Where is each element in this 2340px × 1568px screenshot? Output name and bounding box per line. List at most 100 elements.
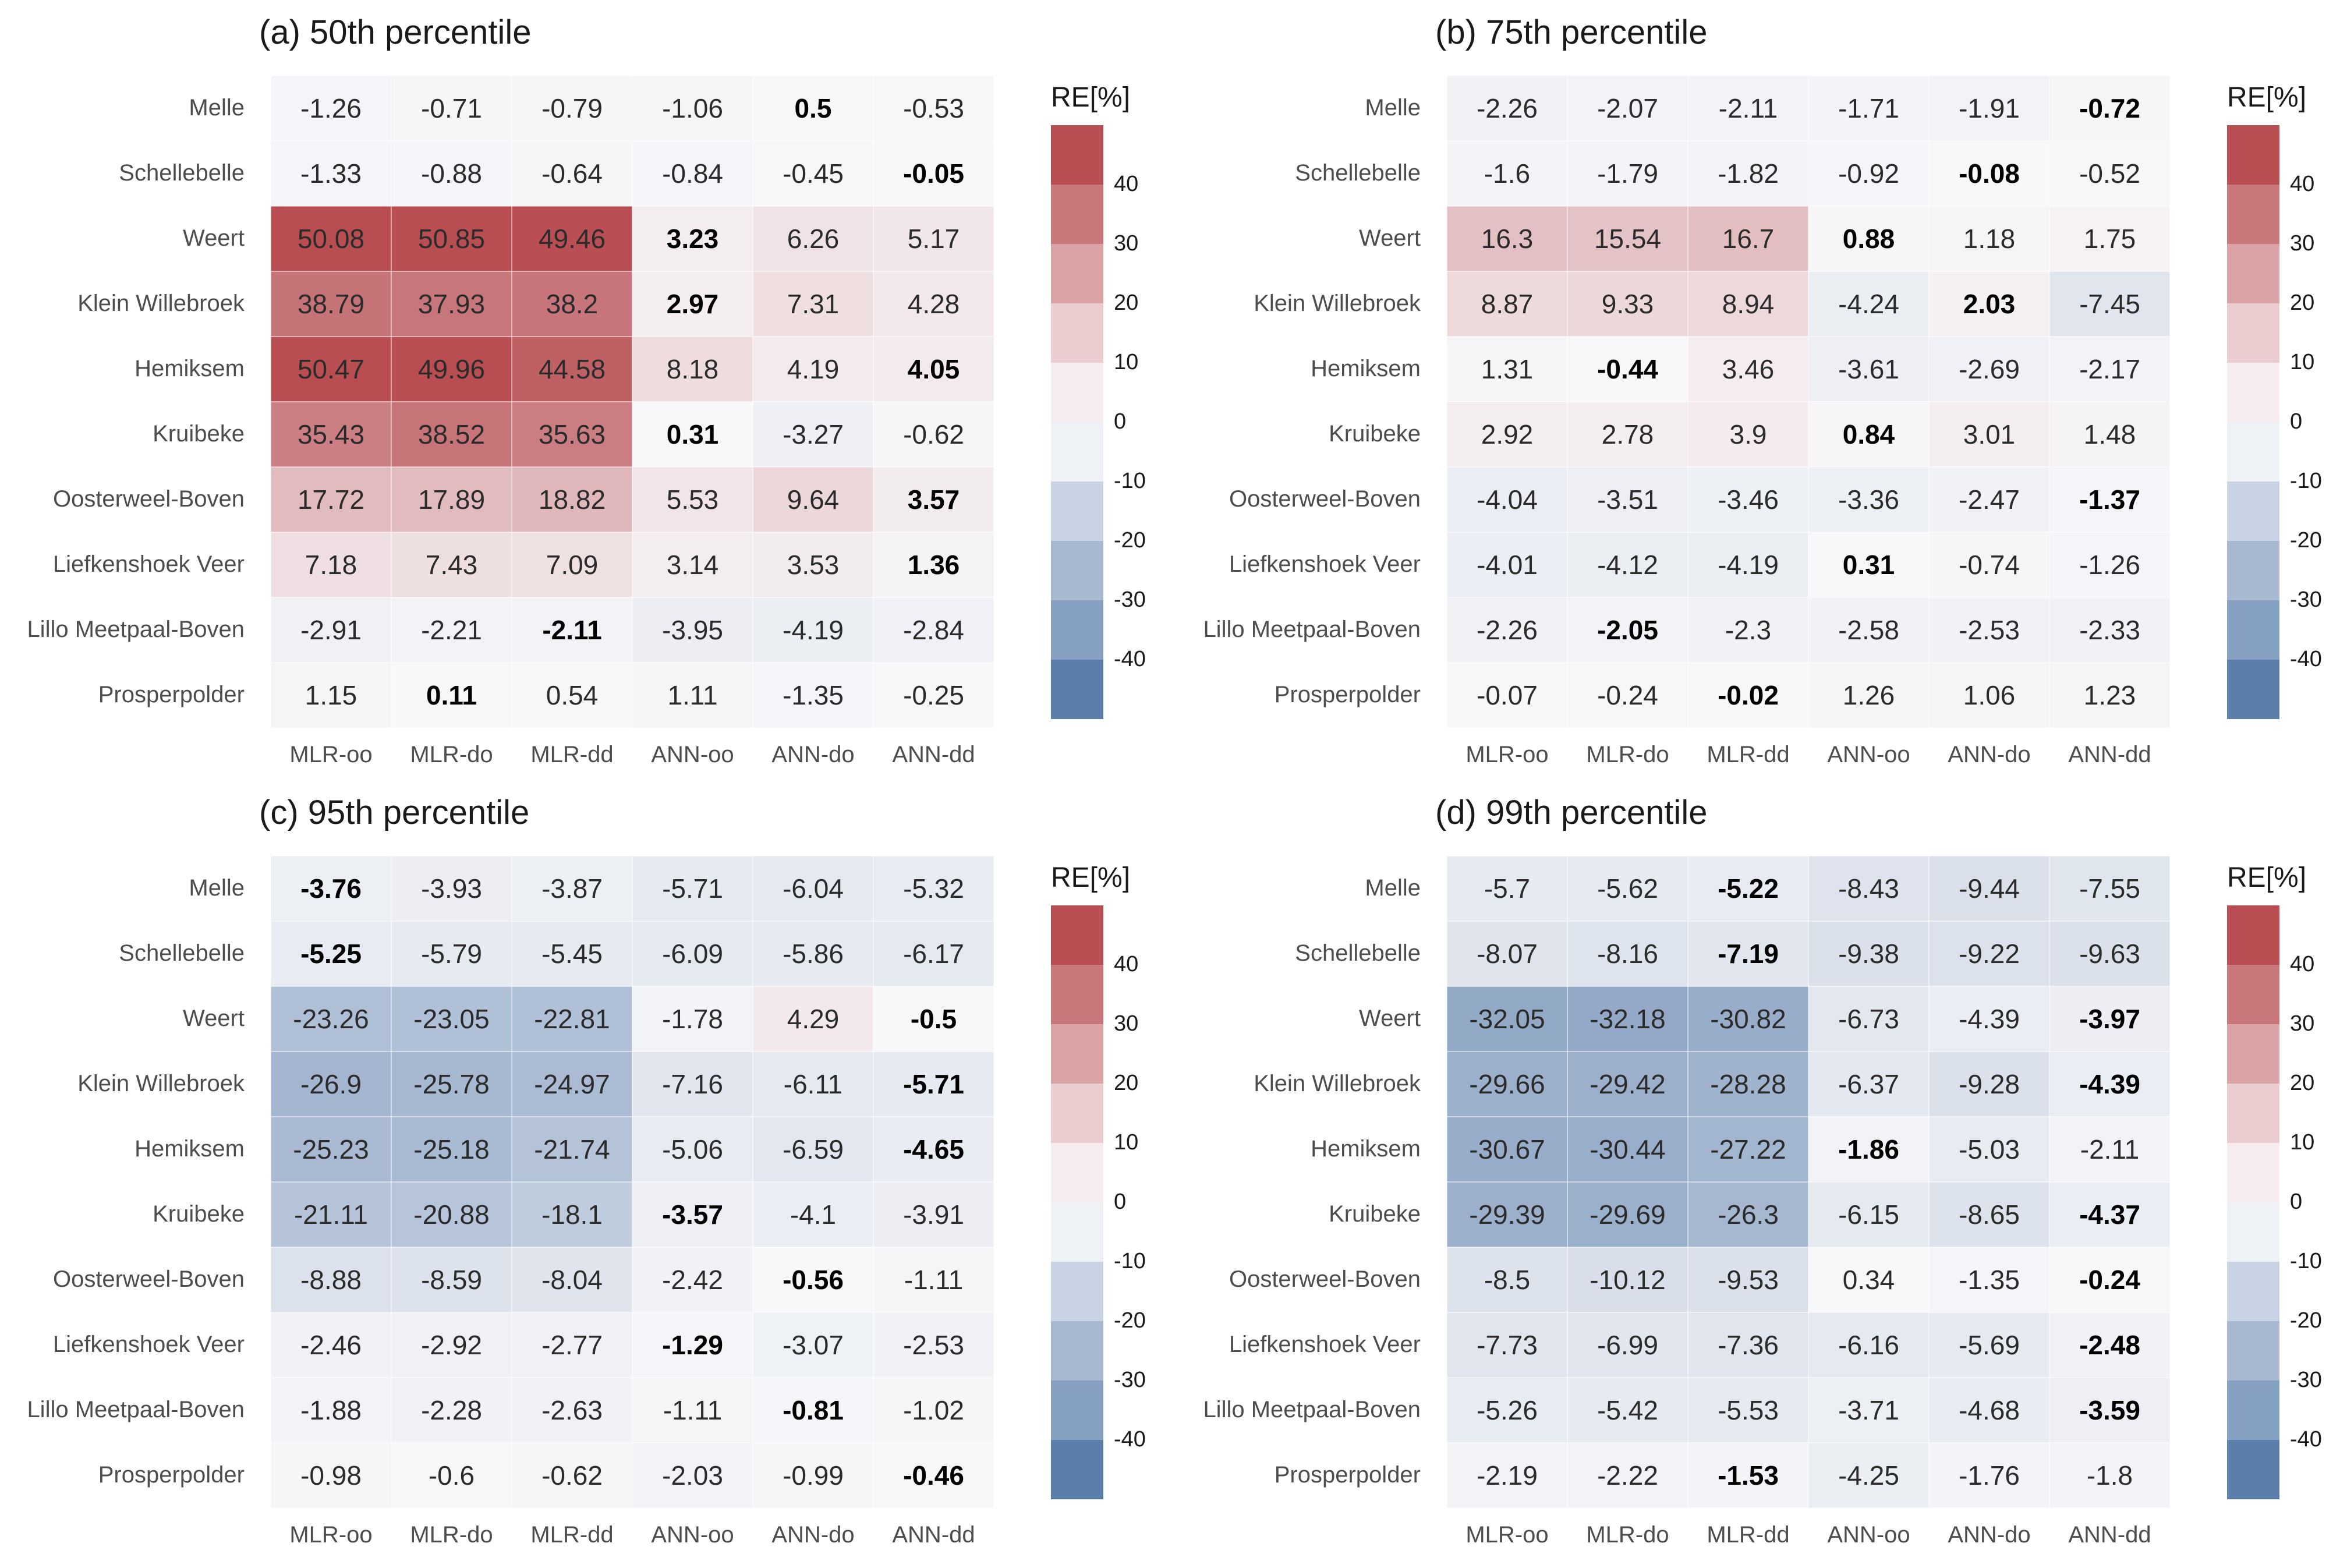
heatmap-cell (873, 986, 994, 1052)
legend-tick-label: 0 (2290, 1190, 2303, 1214)
row-label: Hemiksem (134, 1136, 245, 1162)
heatmap-cell (391, 597, 512, 663)
legend-tick-label: 20 (1114, 1071, 1139, 1095)
cell-value-label: 3.46 (1722, 354, 1775, 384)
cell-value-label: -7.45 (2079, 289, 2140, 319)
cell-value-label: 3.57 (908, 484, 960, 515)
cell-value-label: -2.48 (2079, 1330, 2140, 1360)
legend-tick-label: 40 (1114, 952, 1139, 976)
legend-color-bin (2227, 125, 2279, 185)
cell-value-label: -0.02 (1718, 680, 1779, 710)
heatmap-cell (873, 140, 994, 207)
heatmap-cell (1567, 597, 1688, 663)
cell-value-label: -3.36 (1838, 484, 1899, 515)
heatmap-cell (632, 856, 753, 922)
heatmap-cell (1447, 856, 1568, 922)
cell-value-label: -2.92 (421, 1330, 482, 1360)
legend-colorbar (2227, 905, 2279, 1499)
cell-value-label: -7.36 (1718, 1330, 1779, 1360)
cell-value-label: -2.84 (903, 615, 964, 645)
heatmap-cell (271, 532, 392, 598)
cell-value-label: -9.63 (2079, 939, 2140, 969)
legend-tick-label: -40 (1114, 647, 1146, 671)
cell-value-label: -4.04 (1477, 484, 1538, 515)
heatmap-cell (632, 336, 753, 402)
heatmap-cell (1567, 1181, 1688, 1248)
cell-value-label: -2.46 (300, 1330, 362, 1360)
cell-value-label: -25.23 (293, 1134, 369, 1165)
cell-value-label: -4.68 (1959, 1395, 2020, 1425)
row-label: Klein Willebroek (1254, 1071, 1421, 1096)
row-label: Klein Willebroek (77, 1071, 245, 1096)
cell-value-label: -0.64 (541, 158, 603, 189)
legend-tick-label: 0 (1114, 409, 1127, 434)
cell-value-label: -5.71 (662, 873, 723, 904)
heatmap-cell (1567, 1116, 1688, 1183)
heatmap-cell (1687, 1116, 1809, 1183)
cell-value-label: -0.81 (783, 1395, 844, 1425)
heatmap-cell (1567, 856, 1688, 922)
cell-value-label: -1.37 (2079, 484, 2140, 515)
legend-color-bin (2227, 363, 2279, 422)
heatmap-cell (391, 1116, 512, 1183)
heatmap-cell (752, 401, 874, 468)
heatmap-cell (632, 1116, 753, 1183)
legend-color-bin (2227, 482, 2279, 541)
heatmap-cell (1808, 1247, 1930, 1313)
cell-value-label: -24.97 (534, 1069, 610, 1099)
heatmap-cell (2049, 532, 2170, 598)
cell-value-label: -1.86 (1838, 1134, 1899, 1165)
row-label: Oosterweel-Boven (52, 486, 245, 512)
cell-value-label: -23.26 (293, 1004, 369, 1034)
cell-value-label: -8.16 (1597, 939, 1658, 969)
legend-color-bin (1051, 965, 1103, 1024)
heatmap-cell (1928, 1116, 2050, 1183)
row-label: Weert (1359, 225, 1421, 251)
legend-tick-label: 10 (1114, 1130, 1139, 1155)
cell-value-label: -4.25 (1838, 1460, 1899, 1491)
column-label: MLR-dd (1707, 742, 1790, 767)
heatmap-cell (1447, 271, 1568, 337)
heatmap-cell (511, 140, 633, 207)
legend-color-bin (1051, 185, 1103, 244)
cell-value-label: 0.34 (1843, 1265, 1895, 1295)
cell-value-label: -3.87 (541, 873, 603, 904)
heatmap-cell (511, 1116, 633, 1183)
heatmap-cell (873, 466, 994, 533)
heatmap-cell (873, 271, 994, 337)
cell-value-label: -0.05 (903, 158, 964, 189)
cell-value-label: -21.11 (294, 1199, 368, 1230)
cell-value-label: -7.73 (1477, 1330, 1538, 1360)
heatmap-cell (391, 1181, 512, 1248)
heatmap-cell (873, 1247, 994, 1313)
cell-value-label: 0.54 (546, 680, 599, 710)
heatmap-cell (1447, 466, 1568, 533)
row-label: Hemiksem (1311, 1136, 1421, 1162)
heatmap-cell (391, 336, 512, 402)
legend-tick-label: -20 (1114, 1308, 1146, 1333)
cell-value-label: -8.65 (1959, 1199, 2020, 1230)
heatmap-cell (271, 1247, 392, 1313)
heatmap-cell (1808, 662, 1930, 728)
heatmap-cell (632, 1442, 753, 1508)
heatmap-cell (1567, 76, 1688, 141)
cell-value-label: -22.81 (534, 1004, 610, 1034)
column-label: MLR-dd (530, 1522, 614, 1548)
heatmap-cell (2049, 662, 2170, 728)
heatmap-cell (1567, 466, 1688, 533)
row-label: Melle (1365, 875, 1421, 901)
heatmap-cell (1447, 532, 1568, 598)
cell-value-label: -30.67 (1469, 1134, 1545, 1165)
cell-value-label: -18.1 (541, 1199, 603, 1230)
cell-value-label: -3.91 (903, 1199, 964, 1230)
legend-tick-label: 10 (2290, 1130, 2315, 1155)
row-label: Prosperpolder (1274, 1462, 1421, 1488)
heatmap-cell (632, 1377, 753, 1443)
heatmap-cell (391, 986, 512, 1052)
heatmap-cell (632, 1181, 753, 1248)
row-label: Kruibeke (1329, 421, 1421, 447)
legend-color-bin (2227, 905, 2279, 965)
legend-color-bin (1051, 125, 1103, 185)
heatmap-cell (752, 206, 874, 272)
